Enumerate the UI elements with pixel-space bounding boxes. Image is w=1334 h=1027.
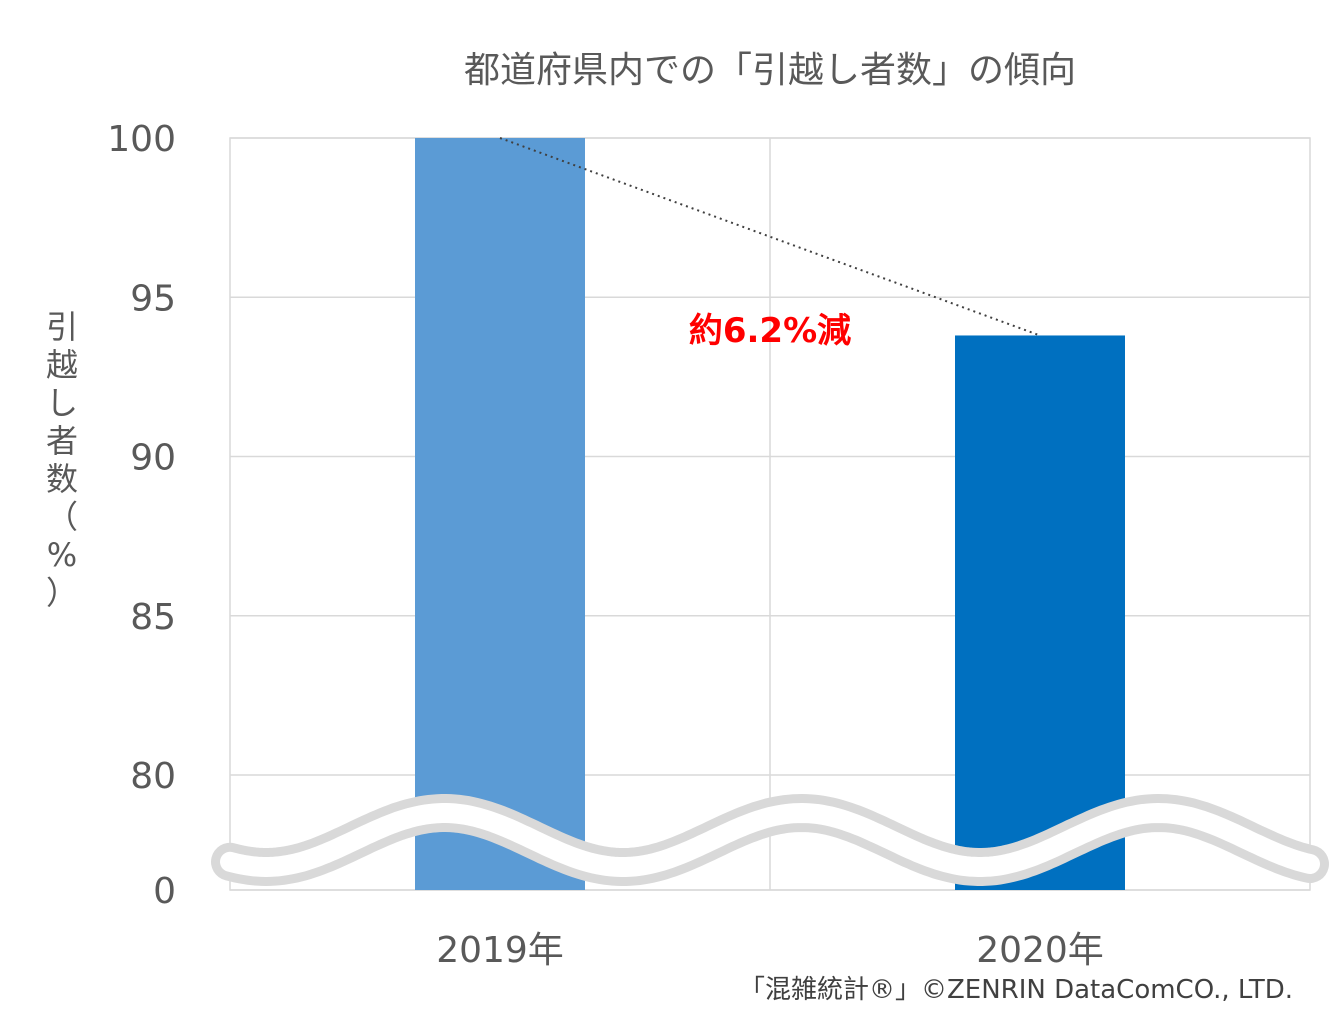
y-tick-labels: 0 80 85 90 95 100: [107, 119, 176, 912]
break-wave-inner: [220, 802, 1320, 878]
gridlines: [229, 137, 1311, 891]
y-axis-label: 引越し者数（%）: [46, 308, 78, 612]
axis-break-waves: [211, 793, 1329, 887]
y-tick-label: 90: [130, 438, 176, 479]
y-tick-label: 95: [130, 278, 176, 319]
category-labels: 2019年 2020年: [436, 930, 1104, 971]
y-tick-label: 0: [153, 871, 176, 912]
y-tick-label: 100: [107, 119, 176, 160]
y-tick-label: 85: [130, 597, 176, 638]
bar-2020年: [955, 335, 1125, 891]
bar-2019年: [415, 138, 585, 890]
category-label: 2019年: [436, 930, 564, 971]
bars: [415, 138, 1125, 891]
category-label: 2020年: [976, 930, 1104, 971]
chart-title: 都道府県内での「引越し者数」の傾向: [464, 50, 1076, 91]
decrease-annotation: 約6.2%減: [689, 311, 851, 351]
y-tick-label: 80: [130, 756, 176, 797]
data-credit: 「混雑統計®」©ZENRIN DataComCO., LTD.: [739, 975, 1293, 1005]
